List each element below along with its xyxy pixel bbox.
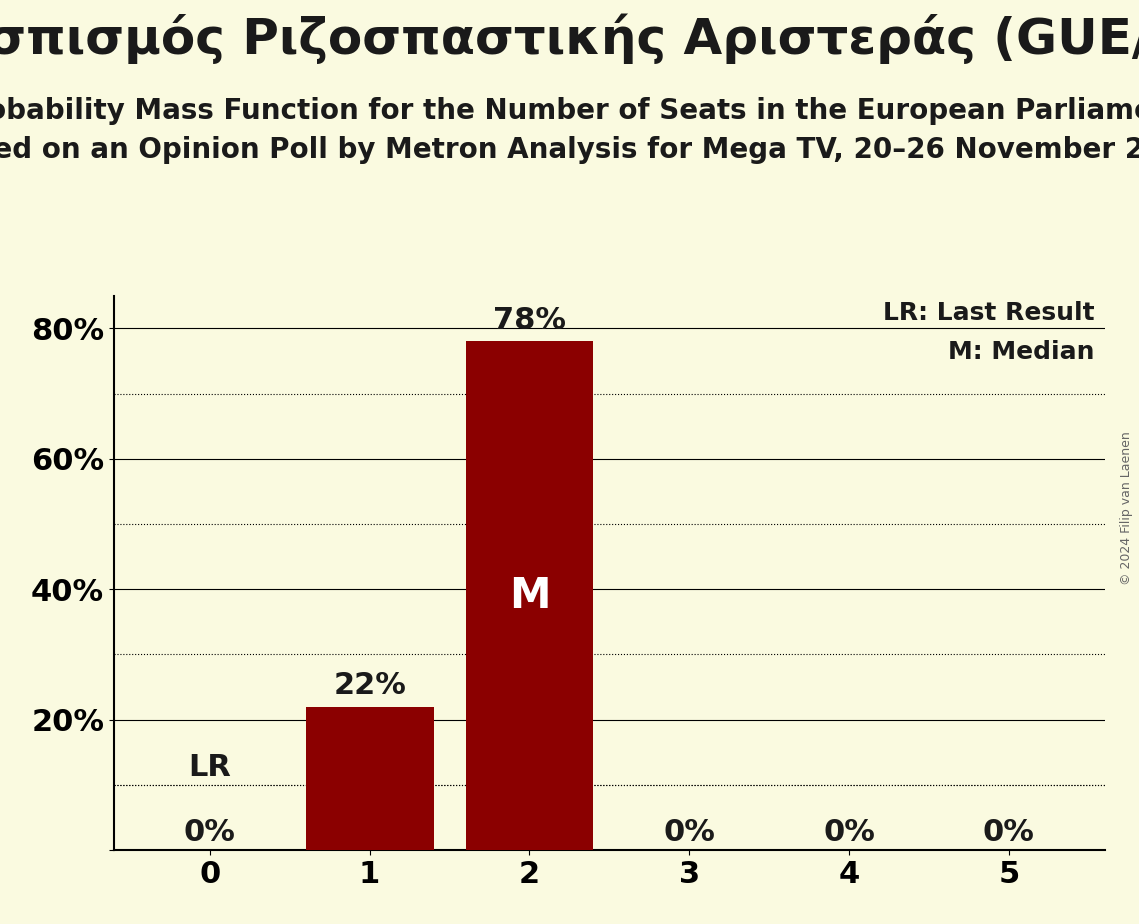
Text: Συνασπισμός Ριζοσπαστικής Αριστεράς (GUE/NGL): Συνασπισμός Ριζοσπαστικής Αριστεράς (GUE… bbox=[0, 14, 1139, 65]
Text: 0%: 0% bbox=[983, 818, 1035, 846]
Text: Probability Mass Function for the Number of Seats in the European Parliament: Probability Mass Function for the Number… bbox=[0, 97, 1139, 125]
Text: M: Median: M: Median bbox=[949, 340, 1095, 364]
Text: M: M bbox=[509, 575, 550, 616]
Text: LR: Last Result: LR: Last Result bbox=[884, 301, 1095, 325]
Text: LR: LR bbox=[188, 752, 231, 782]
Text: © 2024 Filip van Laenen: © 2024 Filip van Laenen bbox=[1121, 432, 1133, 585]
Text: 0%: 0% bbox=[663, 818, 715, 846]
Bar bbox=[305, 707, 434, 850]
Text: Based on an Opinion Poll by Metron Analysis for Mega TV, 20–26 November 2024: Based on an Opinion Poll by Metron Analy… bbox=[0, 136, 1139, 164]
Text: 22%: 22% bbox=[334, 671, 407, 700]
Text: 0%: 0% bbox=[823, 818, 875, 846]
Text: 0%: 0% bbox=[183, 818, 236, 846]
Text: 78%: 78% bbox=[493, 306, 566, 334]
Bar bbox=[466, 341, 593, 850]
